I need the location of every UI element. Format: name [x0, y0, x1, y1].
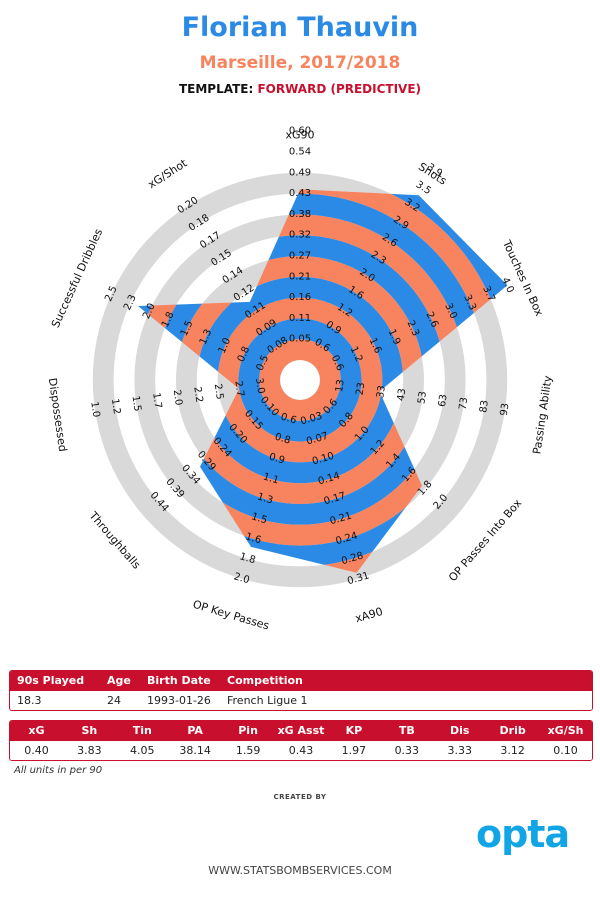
stats-header-cell: xG/Sh	[547, 724, 584, 737]
template-value: FORWARD (PREDICTIVE)	[257, 82, 422, 96]
tick-label: 1.1	[262, 471, 280, 486]
stats-value-cell: 0.33	[394, 744, 420, 757]
tick-label: 0.27	[289, 251, 311, 262]
header-age: Age	[107, 674, 131, 687]
stats-value-cell: 3.33	[447, 744, 472, 757]
axis-label: xA90	[354, 605, 385, 625]
stats-value-cell: 0.10	[553, 744, 578, 757]
units-footnote: All units in per 90	[14, 765, 103, 776]
stats-value-cell: 4.05	[130, 744, 155, 757]
tick-label: 2.7	[232, 380, 245, 397]
axis-label: Throughballs	[86, 508, 143, 571]
axis-label: OP Key Passes	[191, 598, 271, 633]
tick-label: 0.11	[289, 313, 311, 324]
tick-label: 53	[416, 391, 429, 405]
player-info-table: 90s Played Age Birth Date Competition 18…	[9, 670, 593, 711]
stats-row: 0.40 3.83 4.05 38.14 1.59 0.43 1.97 0.33 3.33 3.1…	[10, 741, 592, 760]
tick-label: 93	[499, 402, 512, 416]
created-by-label: CREATED BY	[273, 793, 327, 801]
tick-label: 1.0	[88, 401, 101, 418]
tick-label: 63	[437, 394, 450, 408]
axis-label: Passing Ability	[530, 374, 554, 455]
player-info-header: 90s Played Age Birth Date Competition	[10, 671, 592, 691]
header-competition: Competition	[227, 674, 303, 687]
polygon-layer	[138, 189, 508, 573]
stats-header-cell: xG	[28, 724, 45, 737]
website-link[interactable]: WWW.STATSBOMBSERVICES.COM	[208, 864, 392, 877]
stats-value-cell: 1.97	[341, 744, 367, 757]
stats-header-cell: PA	[187, 724, 203, 737]
stats-header-cell: Tin	[132, 724, 152, 737]
tick-label: 0.9	[268, 452, 286, 467]
header-birth-date: Birth Date	[147, 674, 211, 687]
template-line: TEMPLATE: FORWARD (PREDICTIVE)	[0, 82, 600, 96]
stats-header-cell: Sh	[81, 724, 98, 737]
tick-label: 1.6	[244, 531, 262, 546]
polygon-band	[259, 339, 341, 421]
stats-value-cell: 1.59	[235, 744, 261, 757]
stats-value-cell: 38.14	[179, 744, 211, 757]
stats-value-cell: 0.40	[24, 744, 49, 757]
value-age: 24	[107, 694, 121, 707]
tick-label: 0.32	[289, 230, 311, 241]
tick-label: 0.60	[289, 126, 311, 137]
tick-label: 2.5	[212, 383, 225, 400]
tick-label: 1.2	[109, 398, 122, 415]
tick-label: 1.5	[250, 511, 268, 526]
tick-label: 2.0	[171, 389, 184, 406]
axis-label: Dispossessed	[46, 377, 69, 453]
stats-table: xG Sh Tin PA Pin xG Asst KP TB Dis Drib xG/Sh 0.40…	[9, 720, 593, 761]
tick-label: 2.0	[232, 571, 250, 586]
axis-label: xG/Shot	[146, 156, 190, 191]
tick-label: 0.21	[289, 271, 311, 282]
tick-label: 0.38	[289, 209, 311, 220]
stats-header-cell: TB	[398, 724, 415, 737]
stats-value-cell: 3.83	[77, 744, 102, 757]
header-90s-played: 90s Played	[17, 674, 85, 687]
tick-label: 0.16	[289, 292, 311, 303]
tick-label: 4.0	[499, 276, 516, 295]
ticks-layer: 0.05 0.11 0.16 0.21 0.27 0.32 0.38 0.43 0.49 0.54…	[88, 126, 515, 588]
stats-header-cell: Dis	[449, 724, 470, 737]
tick-label: 13	[334, 379, 347, 393]
tick-label: 0.54	[289, 147, 311, 158]
tick-label: 1.7	[150, 392, 163, 409]
tick-label: 1.8	[238, 551, 256, 566]
tick-label: 3.0	[253, 377, 266, 394]
player-info-row: 18.3 24 1993-01-26 French Ligue 1	[10, 691, 592, 710]
radar-chart: 0.05 0.11 0.16 0.21 0.27 0.32 0.38 0.43 0.49 0.54…	[46, 126, 555, 633]
stats-value-cell: 0.43	[288, 744, 314, 757]
player-name: Florian Thauvin	[181, 12, 419, 43]
tick-label: 43	[396, 388, 409, 402]
template-label: TEMPLATE:	[178, 82, 254, 96]
stats-header: xG Sh Tin PA Pin xG Asst KP TB Dis Drib xG/Sh	[10, 721, 592, 741]
opta-logo: opta	[476, 812, 570, 856]
player-polygon	[138, 189, 508, 573]
value-birth-date: 1993-01-26	[147, 694, 211, 707]
axis-label: Successful Dribbles	[49, 226, 105, 329]
tick-label: 0.43	[289, 188, 311, 199]
stats-value-cell: 3.12	[500, 744, 525, 757]
team-season: Marseille, 2017/2018	[199, 53, 401, 73]
tick-label: 73	[458, 397, 471, 411]
tick-label: 33	[375, 385, 388, 399]
tick-label: 0.05	[289, 334, 311, 345]
tick-label: 1.5	[130, 395, 143, 412]
tick-label: 0.6	[279, 412, 297, 427]
stats-header-cell: xG Asst	[277, 724, 325, 737]
value-competition: French Ligue 1	[227, 694, 308, 707]
tick-label: 0.49	[289, 167, 311, 178]
tick-label: 0.8	[273, 432, 291, 447]
stats-header-cell: KP	[345, 724, 363, 737]
tick-label: 2.2	[191, 386, 204, 403]
value-90s-played: 18.3	[17, 694, 42, 707]
tick-label: 83	[478, 399, 491, 413]
axis-label: xG90	[285, 129, 314, 142]
stats-header-cell: Pin	[238, 724, 258, 737]
tick-label: 1.3	[256, 491, 274, 506]
tick-label: 3.5	[414, 179, 433, 197]
polygon-band	[238, 318, 362, 442]
tick-label: 23	[355, 382, 368, 396]
stats-header-cell: Drib	[499, 724, 526, 737]
